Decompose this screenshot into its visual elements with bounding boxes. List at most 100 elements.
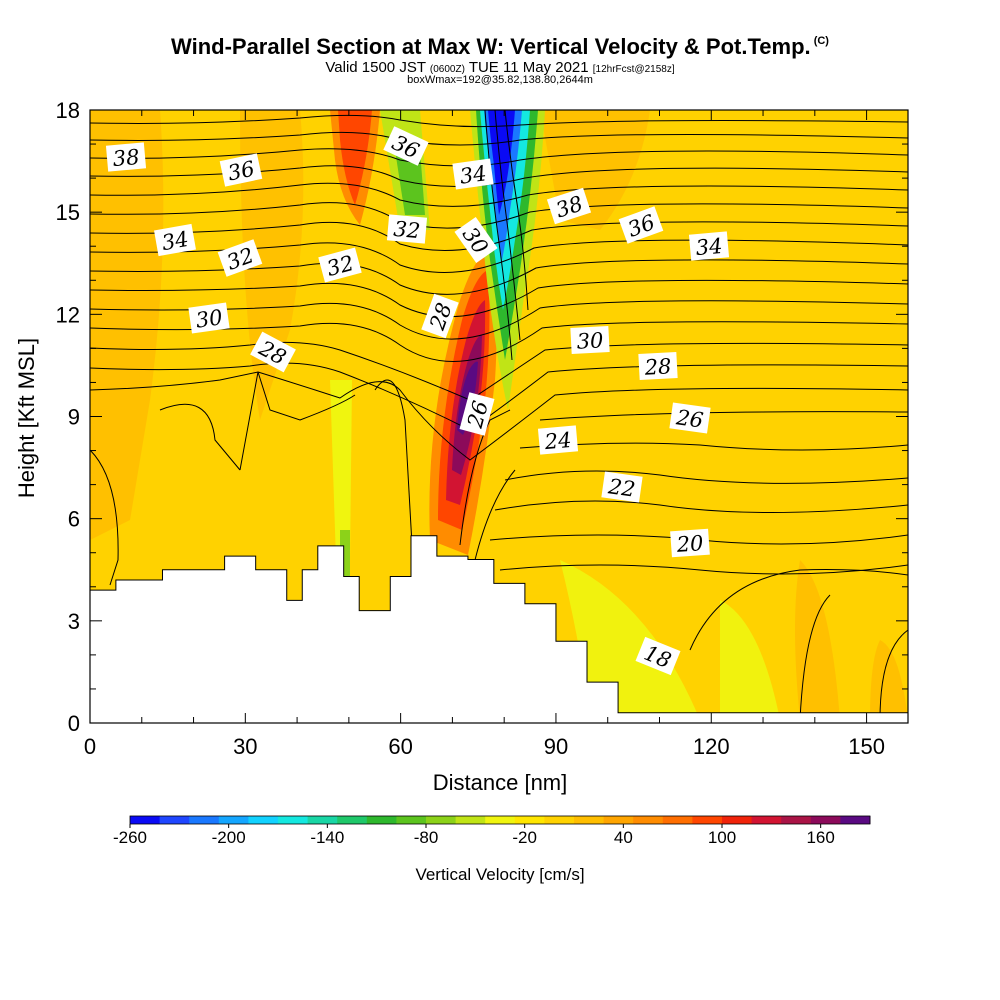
isentrope-line bbox=[90, 371, 908, 461]
isentrope-label: 34 bbox=[688, 231, 730, 261]
field-region-orange-corner bbox=[870, 640, 908, 720]
copyright-mark: (C) bbox=[813, 35, 829, 47]
chart-title: Wind-Parallel Section at Max W: Vertical… bbox=[171, 34, 811, 59]
colorbar-swatch bbox=[337, 816, 368, 824]
isentrope-label: 26 bbox=[459, 392, 495, 436]
isentrope-line bbox=[494, 110, 521, 341]
colorbar-swatch bbox=[692, 816, 723, 824]
colorbar-swatch bbox=[248, 816, 279, 824]
colorbar-swatch bbox=[751, 816, 782, 824]
colorbar-swatch bbox=[455, 816, 486, 824]
field-region-yellow-column bbox=[330, 380, 352, 560]
colorbar-swatch bbox=[159, 816, 190, 824]
colorbar-swatch bbox=[130, 816, 161, 824]
subtitle-date: TUE 11 May 2021 bbox=[468, 59, 589, 76]
isentrope-line bbox=[239, 371, 356, 471]
isentrope-line bbox=[90, 341, 908, 401]
field-region-yellow-lee bbox=[560, 560, 700, 720]
isentrope-label-box bbox=[188, 302, 230, 334]
colorbar-swatch bbox=[514, 816, 545, 824]
isentrope-label: 24 bbox=[537, 425, 579, 455]
y-tick-label: 3 bbox=[68, 609, 80, 634]
isentrope-label-text: 36 bbox=[226, 156, 257, 185]
y-tick-label: 0 bbox=[68, 711, 80, 736]
colorbar-label: 40 bbox=[614, 828, 633, 847]
isentrope-label: 30 bbox=[570, 326, 610, 354]
isentrope-label-box bbox=[318, 247, 362, 283]
isentrope-label-text: 22 bbox=[606, 474, 637, 502]
isentrope-line bbox=[504, 110, 529, 311]
isentrope-label-text: 30 bbox=[194, 305, 224, 332]
isentrope-label-box bbox=[217, 239, 263, 277]
isentrope-label: 22 bbox=[601, 471, 643, 503]
colorbar-swatch bbox=[426, 816, 457, 824]
isentrope-line bbox=[494, 500, 908, 513]
colorbar-swatch bbox=[574, 816, 605, 824]
chart-subtitle: Valid 1500 JST (0600Z) TUE 11 May 2021 [… bbox=[0, 60, 1000, 75]
x-tick-label: 120 bbox=[693, 734, 730, 759]
colorbar-label: -200 bbox=[212, 828, 246, 847]
isentrope-line bbox=[459, 409, 511, 546]
colorbar-swatch bbox=[485, 816, 516, 824]
isentrope-label-text: 38 bbox=[112, 145, 141, 171]
chart-title-line: Wind-Parallel Section at Max W: Vertical… bbox=[0, 36, 1000, 58]
subtitle-utc: (0600Z) bbox=[429, 64, 465, 75]
y-axis-title: Height [Kft MSL] bbox=[14, 338, 39, 498]
isentrope-line bbox=[90, 221, 908, 251]
isentrope-label: 32 bbox=[386, 214, 428, 244]
colorbar-label: 160 bbox=[806, 828, 834, 847]
terrain bbox=[90, 535, 908, 723]
colorbar-swatch bbox=[633, 816, 664, 824]
axis-ticks bbox=[89, 109, 908, 724]
y-tick-label: 9 bbox=[68, 405, 80, 430]
y-tick-label: 12 bbox=[56, 302, 80, 327]
x-tick-label: 60 bbox=[388, 734, 412, 759]
isentrope-line bbox=[159, 403, 241, 471]
colorbar-frame bbox=[129, 815, 871, 825]
field-region-yellow-east bbox=[720, 600, 780, 720]
isentrope-label-text: 28 bbox=[643, 354, 672, 379]
chart-subtitle-box: boxWmax=192@35.82,138.80,2644m bbox=[407, 74, 593, 86]
isentrope-line bbox=[90, 321, 908, 362]
colorbar-swatch bbox=[278, 816, 309, 824]
colorbar-swatch bbox=[662, 816, 693, 824]
isentrope-label-box bbox=[454, 216, 498, 264]
isentrope-label-box bbox=[421, 293, 459, 339]
y-tick-label: 6 bbox=[68, 507, 80, 532]
isentrope-label-box bbox=[250, 331, 296, 373]
isentrope-line bbox=[519, 442, 908, 451]
isentrope-label-box bbox=[618, 206, 664, 244]
colorbar-swatch bbox=[218, 816, 249, 824]
colorbar-swatch bbox=[396, 816, 427, 824]
isentrope-label-box bbox=[670, 528, 710, 558]
y-tick-label: 15 bbox=[56, 200, 80, 225]
isentrope-label-box bbox=[669, 402, 711, 434]
colorbar-swatch bbox=[840, 816, 871, 824]
x-axis-title: Distance [nm] bbox=[433, 770, 568, 795]
isentrope-label-box bbox=[386, 214, 428, 244]
isentrope-label-text: 34 bbox=[160, 227, 190, 255]
isentrope-label: 28 bbox=[638, 352, 678, 380]
isentrope-line bbox=[484, 110, 513, 361]
colorbar-swatch bbox=[810, 816, 841, 824]
colorbar: -260 -200 -140 -80 -20 40 100 160 bbox=[113, 815, 871, 847]
x-tick-label: 150 bbox=[848, 734, 885, 759]
isentrope-label-text: 26 bbox=[674, 405, 705, 433]
isentrope-label-text: 34 bbox=[458, 161, 488, 188]
colorbar-swatch bbox=[722, 816, 753, 824]
isentrope-line bbox=[474, 469, 516, 561]
isentrope-label-box bbox=[154, 223, 196, 257]
isentrope-line bbox=[90, 182, 908, 207]
colorbar-swatch bbox=[544, 816, 575, 824]
isentrope-line bbox=[799, 594, 831, 721]
isentrope-label-box bbox=[219, 153, 263, 187]
isentrope-label-text: 20 bbox=[675, 531, 704, 557]
x-tick-label: 0 bbox=[84, 734, 96, 759]
isentrope-label: 30 bbox=[188, 302, 230, 334]
isentrope-line bbox=[90, 449, 119, 586]
isentrope-label-box bbox=[537, 425, 579, 455]
isentrope-line bbox=[90, 114, 908, 128]
isentrope-label: 26 bbox=[669, 402, 711, 434]
